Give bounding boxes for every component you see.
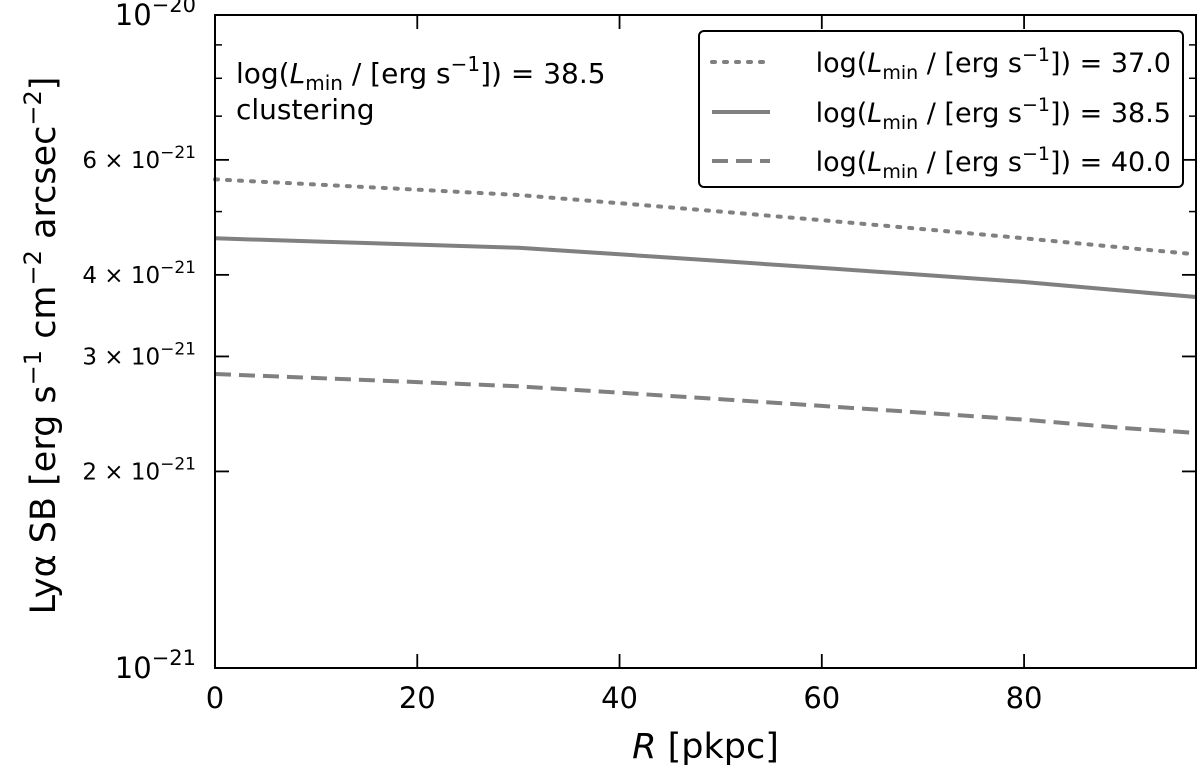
y-tick-exponent: −21 bbox=[160, 143, 196, 163]
label-text: / [erg s bbox=[918, 98, 1022, 129]
label-text: log( bbox=[816, 48, 868, 79]
x-axis-title-unit: [pkpc] bbox=[656, 727, 778, 767]
label-italic: L bbox=[867, 98, 882, 129]
x-tick-label: 20 bbox=[399, 681, 436, 715]
x-tick-label: 40 bbox=[601, 681, 638, 715]
y-tick-exponent: −21 bbox=[152, 646, 196, 670]
x-axis-title: R [pkpc] bbox=[632, 727, 779, 767]
annotation-line-2: clustering bbox=[236, 93, 375, 126]
y-tick-exponent: −21 bbox=[160, 339, 196, 359]
label-subscript: min bbox=[882, 161, 918, 183]
y-tick-mantissa: 4 × 10 bbox=[82, 263, 160, 289]
label-italic: L bbox=[290, 57, 306, 90]
label-superscript: −1 bbox=[1022, 143, 1050, 165]
y-tick-label: 3 × 10−21 bbox=[82, 339, 196, 370]
x-axis-title-var: R bbox=[632, 727, 656, 767]
y-tick-exponent: −20 bbox=[152, 0, 196, 17]
label-italic: L bbox=[867, 48, 882, 79]
label-superscript: −1 bbox=[1022, 94, 1050, 116]
label-italic: L bbox=[867, 147, 882, 178]
y-tick-mantissa: 6 × 10 bbox=[82, 148, 160, 174]
label-subscript: min bbox=[882, 112, 918, 134]
label-text: log( bbox=[236, 57, 290, 90]
label-subscript: min bbox=[882, 62, 918, 84]
plot-frame bbox=[214, 14, 1197, 669]
legend-label: log(Lmin / [erg s−1]) = 37.0 bbox=[816, 44, 1171, 84]
series-line-solid bbox=[214, 236, 1197, 299]
y-axis-title: Lyα SB [erg s−1 cm−2 arcsec−2] bbox=[19, 77, 64, 615]
legend-label: log(Lmin / [erg s−1]) = 40.0 bbox=[816, 143, 1171, 183]
label-text: / [erg s bbox=[918, 147, 1022, 178]
y-tick-mantissa: 10 bbox=[115, 0, 152, 32]
label-text: ]) = 38.5 bbox=[1050, 98, 1171, 129]
x-tick-label: 0 bbox=[206, 681, 224, 715]
y-tick-exponent: −21 bbox=[160, 454, 196, 474]
y-tick-label: 10−21 bbox=[115, 646, 196, 685]
y-axis-title-sup: −1 bbox=[19, 350, 47, 385]
label-superscript: −1 bbox=[1022, 44, 1050, 66]
x-tick-label: 60 bbox=[803, 681, 840, 715]
y-axis-title-part: cm bbox=[24, 285, 64, 349]
label-text: ]) = 38.5 bbox=[480, 57, 605, 90]
y-tick-label: 2 × 10−21 bbox=[82, 454, 196, 485]
y-axis-title-part: ] bbox=[24, 77, 64, 91]
label-superscript: −1 bbox=[451, 52, 480, 76]
y-tick-label: 6 × 10−21 bbox=[82, 143, 196, 174]
legend-box bbox=[698, 30, 1184, 188]
label-subscript: min bbox=[305, 71, 343, 95]
series-line-dotted bbox=[213, 177, 1198, 257]
y-tick-mantissa: 10 bbox=[115, 651, 152, 685]
y-tick-mantissa: 2 × 10 bbox=[82, 459, 160, 485]
series-line-dashed bbox=[214, 372, 1197, 435]
y-tick-label: 4 × 10−21 bbox=[82, 258, 196, 289]
label-text: / [erg s bbox=[343, 57, 451, 90]
label-text: ]) = 40.0 bbox=[1050, 147, 1171, 178]
legend-label: log(Lmin / [erg s−1]) = 38.5 bbox=[816, 94, 1171, 134]
y-axis-title-sup: −2 bbox=[19, 90, 47, 125]
y-tick-label: 10−20 bbox=[115, 0, 196, 32]
label-text: log( bbox=[816, 98, 868, 129]
label-text: ]) = 37.0 bbox=[1050, 48, 1171, 79]
label-text: / [erg s bbox=[918, 48, 1022, 79]
y-axis-title-sup: −2 bbox=[19, 250, 47, 285]
y-axis-title-part: Lyα SB [erg s bbox=[24, 385, 64, 614]
y-tick-exponent: −21 bbox=[160, 258, 196, 278]
x-tick-label: 80 bbox=[1006, 681, 1043, 715]
annotation-line-1: log(Lmin / [erg s−1]) = 38.5 bbox=[236, 52, 606, 95]
y-axis-title-part: arcsec bbox=[24, 126, 64, 250]
y-tick-mantissa: 3 × 10 bbox=[82, 344, 160, 370]
label-text: log( bbox=[816, 147, 868, 178]
